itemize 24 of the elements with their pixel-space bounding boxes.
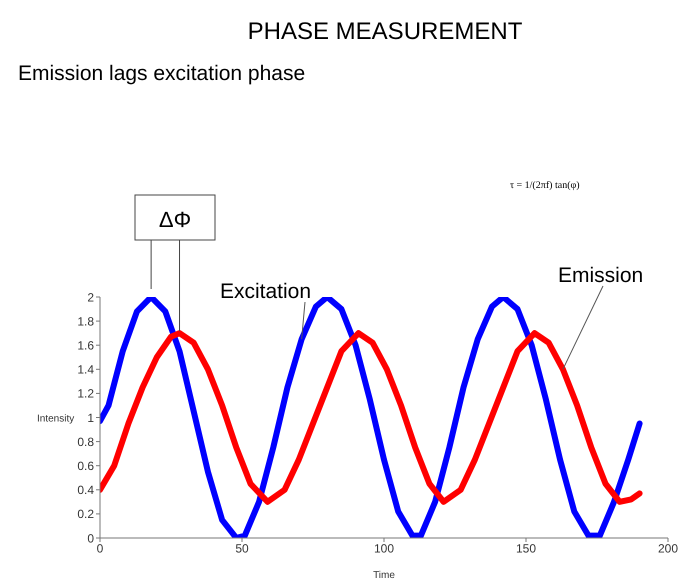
y-tick-label: 0.6 — [77, 458, 94, 473]
y-tick-label: 0.8 — [77, 434, 94, 449]
x-tick-label: 150 — [516, 542, 536, 556]
y-tick-label: 1.2 — [77, 386, 94, 401]
annotation: ΔΦ — [158, 207, 192, 232]
text: Emission — [558, 264, 644, 287]
x-tick-label: 50 — [235, 542, 249, 556]
chart-subtitle: Emission lags excitation phase — [18, 62, 306, 86]
x-tick-label: 200 — [658, 542, 678, 556]
y-tick-label: 1.8 — [77, 314, 94, 328]
y-axis-title: Intensity — [37, 414, 74, 424]
series-label: Excitation — [220, 280, 312, 303]
y-tick-label: 0.2 — [77, 507, 94, 522]
x-axis-title: Time — [373, 570, 396, 580]
y-tick-label: 2 — [87, 290, 94, 304]
text: τ = 1/(2πf) tan(φ) — [510, 180, 580, 191]
y-tick-label: 0.4 — [77, 483, 94, 498]
y-tick-label: 0 — [87, 531, 94, 546]
x-tick-label: 0 — [96, 542, 104, 556]
y-tick-label: 1 — [87, 410, 94, 425]
y-tick-label: 1.6 — [77, 338, 94, 352]
x-tick-label: 100 — [374, 542, 394, 556]
chart-title: PHASE MEASUREMENT — [246, 18, 524, 46]
y-tick-label: 1.4 — [77, 362, 94, 377]
